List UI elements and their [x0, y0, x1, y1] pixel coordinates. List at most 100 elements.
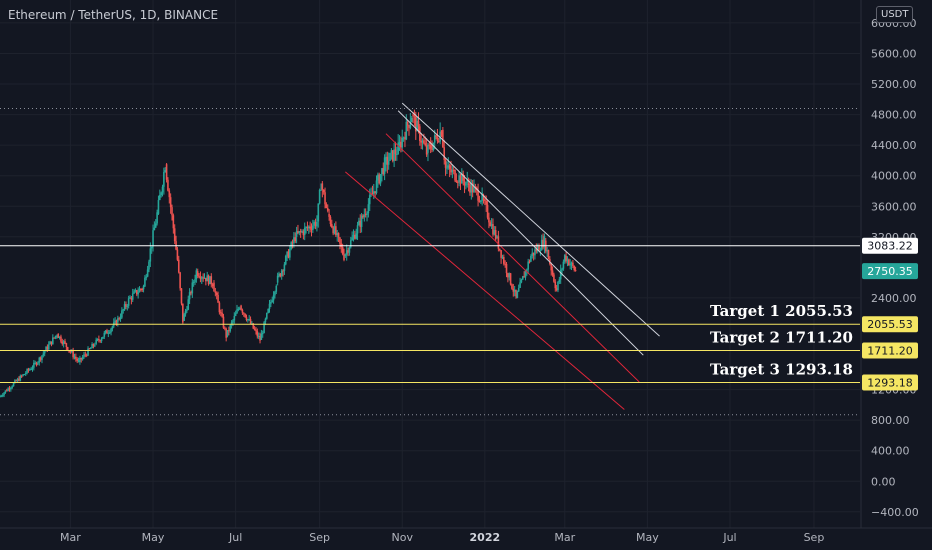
candle-body	[221, 312, 223, 317]
candle	[131, 288, 134, 303]
candle	[455, 173, 458, 183]
candle-body	[348, 247, 351, 253]
candle-body	[183, 314, 185, 321]
candle	[261, 330, 264, 338]
candle-body	[485, 200, 488, 205]
time-axis[interactable]: Mar May Jul Sep Nov 2022 Mar May Jul Sep	[0, 527, 932, 550]
candle	[119, 313, 122, 322]
candle-body	[477, 189, 479, 201]
candle	[447, 157, 450, 170]
candle-body	[410, 117, 413, 123]
candle	[41, 355, 43, 364]
candle	[0, 394, 3, 398]
candle-body	[456, 181, 459, 183]
candle	[331, 219, 333, 229]
trend-channel[interactable]	[345, 102, 660, 410]
candle	[318, 188, 321, 205]
candle-body	[19, 375, 22, 381]
candle	[443, 139, 446, 165]
candle-body	[80, 357, 83, 360]
candle	[16, 377, 19, 383]
candle	[26, 368, 28, 375]
candle-body	[367, 204, 370, 214]
candle	[279, 272, 282, 278]
candle	[100, 337, 103, 344]
candle	[452, 166, 455, 175]
candle-body	[402, 137, 405, 139]
candle	[414, 111, 417, 140]
candle	[497, 230, 500, 252]
candle-body	[248, 319, 250, 321]
candle	[255, 326, 257, 335]
candle	[283, 262, 286, 275]
candle	[133, 289, 135, 294]
candle	[213, 280, 215, 292]
candle	[256, 328, 259, 339]
candle	[211, 282, 214, 289]
candle	[481, 187, 483, 206]
candle-body	[289, 249, 291, 258]
candle-body	[27, 369, 30, 371]
candle	[122, 308, 125, 314]
candle-body	[104, 330, 107, 333]
candle-body	[526, 269, 528, 271]
candle-body	[535, 249, 538, 252]
candle-body	[372, 191, 375, 194]
currency-button[interactable]: USDT	[876, 6, 914, 23]
candle	[145, 273, 148, 281]
candle	[0, 394, 1, 398]
candle	[508, 272, 511, 281]
candle	[149, 242, 152, 268]
candle	[83, 351, 85, 359]
candle	[43, 350, 46, 357]
candle	[99, 339, 102, 343]
candle	[108, 330, 111, 335]
candle-body	[568, 259, 570, 266]
candle-body	[328, 213, 330, 217]
candle	[210, 273, 213, 288]
candle-body	[458, 175, 460, 183]
candle-body	[302, 231, 305, 236]
candle-body	[494, 229, 497, 240]
candle-body	[381, 168, 383, 175]
candle	[280, 268, 283, 280]
candle	[337, 232, 340, 243]
candle-body	[263, 322, 265, 334]
candle-body	[385, 156, 387, 165]
candle-body	[43, 351, 46, 354]
candle	[574, 266, 577, 272]
candle	[152, 224, 154, 252]
candle-body	[195, 270, 198, 280]
candle	[501, 254, 504, 260]
candle-body	[286, 251, 288, 256]
candle-body	[108, 332, 111, 334]
candle	[157, 195, 160, 215]
candle-body	[551, 270, 554, 275]
candle-body	[569, 264, 571, 266]
candle-body	[194, 279, 196, 282]
candle-body	[84, 354, 87, 356]
candle-body	[471, 183, 474, 193]
candle-body	[505, 263, 508, 274]
candle	[286, 251, 288, 262]
candlestick-series	[0, 109, 577, 398]
candle	[232, 319, 234, 326]
candle-body	[238, 308, 241, 310]
candle-body	[339, 237, 341, 244]
candle-body	[345, 250, 348, 255]
candle	[8, 385, 11, 392]
horizontal-levels[interactable]	[0, 107, 860, 416]
candle-body	[539, 250, 542, 252]
candle	[87, 346, 89, 357]
price-tick-label: 4800.00	[871, 109, 917, 122]
candle-body	[299, 231, 302, 233]
candle	[463, 174, 466, 194]
candle	[303, 222, 306, 241]
candle	[110, 327, 112, 336]
candle	[205, 277, 207, 286]
candle	[123, 301, 126, 312]
candle	[52, 334, 54, 345]
level-badge: 1293.18	[862, 374, 918, 391]
candle-body	[408, 125, 410, 128]
